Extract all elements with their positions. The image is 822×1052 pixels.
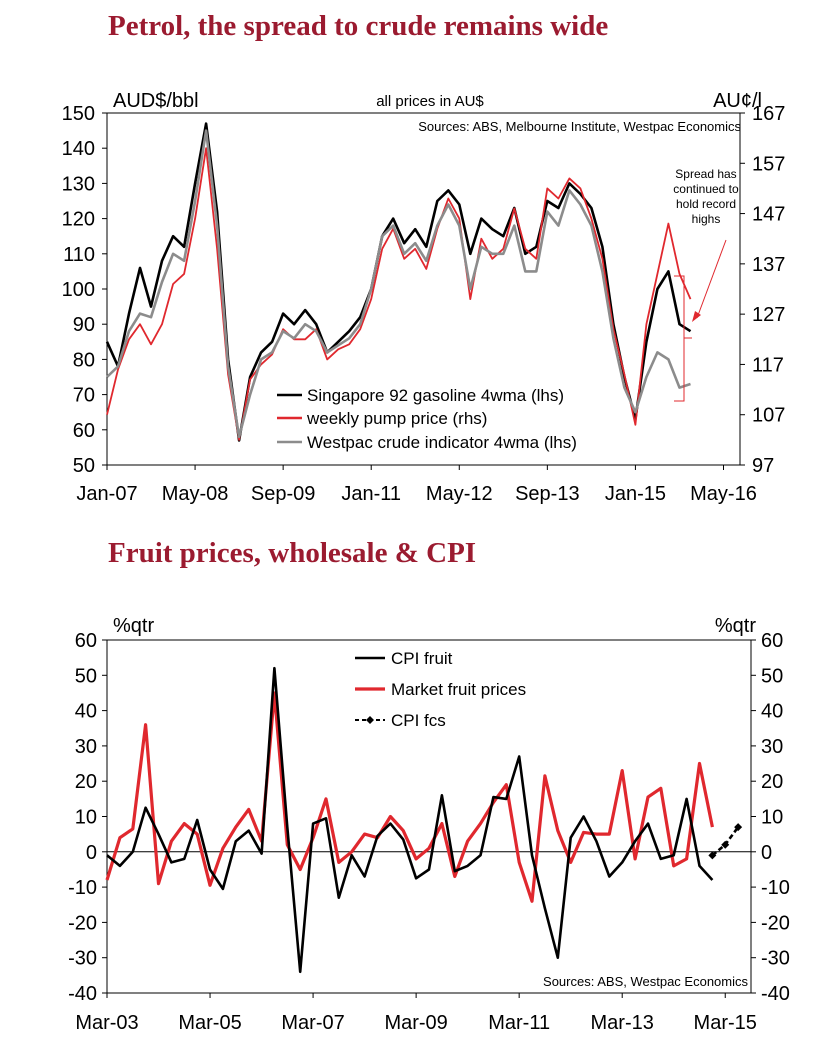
source-note: Sources: ABS, Westpac Economics (543, 974, 748, 989)
petrol-chart: 50 60 70 80 90 100 110 120 130 140 150 97 107 117 127 1… (62, 90, 786, 505)
y-tick-label-right: 157 (752, 153, 785, 175)
y-tick-label-right: 127 (752, 304, 785, 326)
x-tick-label: Mar-05 (178, 1012, 241, 1034)
y-tick-label-left: 50 (75, 665, 97, 687)
x-tick-label: Mar-07 (281, 1012, 344, 1034)
legend-label: Singapore 92 gasoline 4wma (lhs) (307, 386, 564, 405)
y-tick-label-left: 50 (73, 455, 95, 477)
source-note: Sources: ABS, Melbourne Institute, Westp… (418, 119, 741, 134)
fcs-marker (734, 823, 743, 832)
series-line-cpi-fruit (106, 666, 714, 974)
fcs-marker (708, 851, 717, 860)
y-tick-label-right: 167 (752, 103, 785, 125)
series-line-market-fruit (105, 691, 714, 903)
y-tick-label-left: 60 (75, 630, 97, 652)
y-tick-label-left: 20 (75, 771, 97, 793)
y-axis-label-left: AUD$/bbl (113, 90, 199, 112)
x-tick-label: Sep-09 (251, 483, 316, 505)
y-tick-label-left: 120 (62, 209, 95, 231)
chart-subtitle: all prices in AU$ (376, 93, 484, 110)
legend-label: CPI fruit (391, 649, 453, 668)
y-tick-label-right: 137 (752, 254, 785, 276)
y-tick-label-left: -20 (68, 912, 97, 934)
x-tick-label: Mar-15 (694, 1012, 757, 1034)
annotation-arrow (696, 239, 727, 319)
y-tick-label-right: 0 (761, 842, 772, 864)
y-tick-label-right: 40 (761, 701, 783, 723)
annotation-text: hold record (676, 197, 736, 211)
y-tick-label-left: 90 (73, 314, 95, 336)
x-tick-label: May-08 (162, 483, 229, 505)
y-tick-label-right: -40 (761, 983, 790, 1005)
annotation-arrowhead (692, 311, 701, 322)
legend-label: Westpac crude indicator 4wma (lhs) (307, 433, 577, 452)
y-tick-label-right: 60 (761, 630, 783, 652)
x-tick-label: Jan-11 (341, 483, 401, 505)
annotation-text: highs (692, 212, 721, 226)
x-tick-label: Mar-13 (591, 1012, 654, 1034)
y-tick-label-right: -30 (761, 948, 790, 970)
y-tick-label-left: 10 (75, 807, 97, 829)
series-line-3 (106, 129, 691, 439)
y-tick-label-right: -10 (761, 877, 790, 899)
y-tick-label-right: 30 (761, 736, 783, 758)
annotation-text: continued to (673, 182, 739, 196)
y-tick-label-left: -10 (68, 877, 97, 899)
y-tick-label-right: 107 (752, 405, 785, 427)
x-tick-label: May-12 (426, 483, 493, 505)
y-tick-label-right: -20 (761, 912, 790, 934)
annotation-bracket (674, 275, 692, 402)
legend-label: weekly pump price (rhs) (306, 409, 487, 428)
y-tick-label-left: 0 (86, 842, 97, 864)
y-tick-label-right: 20 (761, 771, 783, 793)
y-tick-label-left: 40 (75, 701, 97, 723)
series-line-2 (106, 147, 692, 441)
chart-2-title: Fruit prices, wholesale & CPI (108, 537, 477, 569)
y-tick-label-right: 117 (752, 354, 784, 376)
y-tick-label-right: 50 (761, 665, 783, 687)
y-tick-label-left: -40 (68, 983, 97, 1005)
y-tick-label-right: 10 (761, 807, 783, 829)
y-tick-label-left: 110 (63, 244, 95, 266)
y-axis-label-left: %qtr (113, 615, 154, 637)
x-tick-label: Mar-03 (75, 1012, 138, 1034)
y-tick-label-left: 60 (73, 420, 95, 442)
y-tick-label-right: 97 (752, 455, 774, 477)
y-tick-label-left: -30 (68, 948, 97, 970)
x-tick-label: May-16 (690, 483, 757, 505)
y-tick-label-left: 130 (62, 173, 95, 195)
fcs-marker (721, 840, 730, 849)
x-tick-label: Sep-13 (515, 483, 580, 505)
y-tick-label-left: 100 (62, 279, 95, 301)
y-tick-label-left: 70 (73, 385, 95, 407)
y-tick-label-left: 150 (62, 103, 95, 125)
y-axis-label-right: AU¢/l (713, 90, 762, 112)
x-tick-label: Mar-09 (384, 1012, 447, 1034)
annotation-text: Spread has (675, 167, 736, 181)
y-tick-label-left: 30 (75, 736, 97, 758)
series-line-1 (105, 122, 692, 442)
legend-marker (366, 716, 374, 724)
x-tick-label: Jan-07 (76, 483, 137, 505)
y-tick-label-left: 80 (73, 349, 95, 371)
y-tick-label-right: 147 (752, 204, 785, 226)
legend-label: CPI fcs (391, 711, 446, 730)
x-tick-label: Jan-15 (605, 483, 666, 505)
y-tick-label-left: 140 (62, 138, 95, 160)
x-tick-label: Mar-11 (488, 1012, 550, 1034)
y-axis-label-right: %qtr (715, 615, 756, 637)
chart-1-title: Petrol, the spread to crude remains wide (108, 10, 609, 42)
legend-label: Market fruit prices (391, 680, 526, 699)
